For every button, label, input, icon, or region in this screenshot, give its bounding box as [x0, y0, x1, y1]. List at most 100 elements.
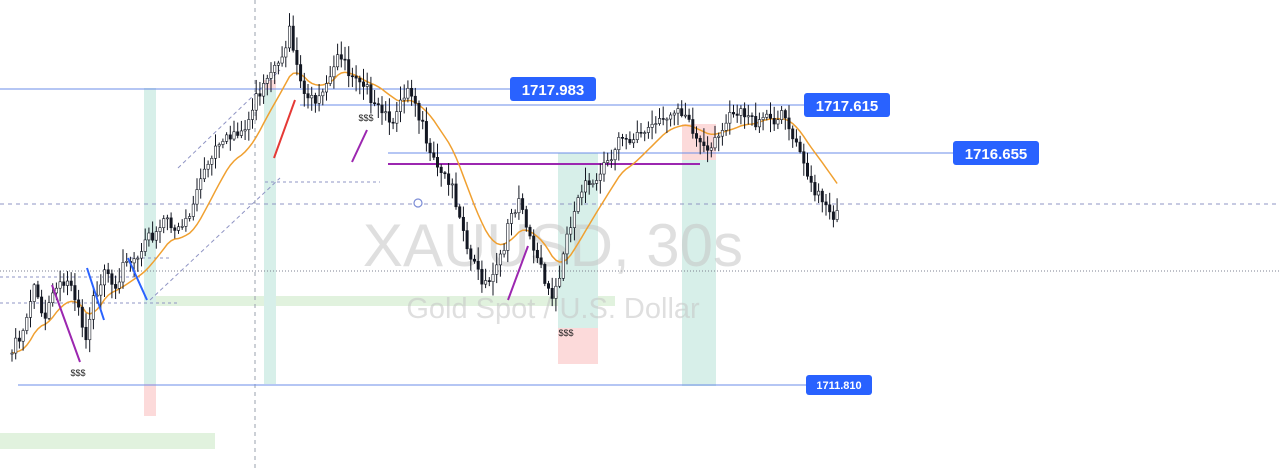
- candle-body: [25, 317, 29, 331]
- candle-body: [62, 281, 66, 286]
- candle-body: [417, 102, 421, 121]
- candle-body: [450, 183, 454, 186]
- candle-body: [606, 160, 610, 163]
- candle-body: [750, 115, 754, 117]
- candle-body: [472, 258, 476, 262]
- candle-body: [103, 269, 107, 286]
- candle-body: [706, 145, 710, 151]
- channel-line: [177, 69, 281, 169]
- candle-body: [583, 180, 587, 193]
- short-position-zone: [144, 384, 156, 416]
- candle-body: [435, 157, 439, 168]
- candle-body: [369, 84, 373, 104]
- candle-body: [106, 269, 110, 275]
- candle-body: [754, 116, 758, 128]
- candle-body: [395, 111, 399, 124]
- support-band: [150, 296, 615, 306]
- candle-body: [117, 281, 121, 289]
- candle-body: [384, 111, 388, 114]
- candle-body: [121, 262, 125, 283]
- candle-body: [491, 274, 495, 282]
- candle-body: [683, 114, 687, 117]
- bullish-swing-line: [86, 267, 105, 321]
- candle-body: [694, 133, 698, 139]
- candle-body: [465, 230, 469, 250]
- candle-body: [828, 204, 832, 213]
- candle-body: [458, 206, 462, 218]
- candle-body: [202, 168, 206, 180]
- candle-body: [88, 318, 92, 341]
- candle-body: [132, 258, 136, 264]
- candle-body: [728, 112, 732, 124]
- candle-body: [813, 182, 817, 196]
- candle-body: [54, 287, 58, 294]
- candle-body: [802, 151, 806, 164]
- candle-body: [731, 112, 735, 115]
- candle-body: [698, 137, 702, 143]
- candle-body: [143, 239, 147, 252]
- price-labels[interactable]: 1717.983 1717.615 1716.655 1711.810: [510, 77, 1039, 395]
- candle-body: [805, 162, 809, 177]
- candle-body: [628, 138, 632, 144]
- candle-body: [73, 285, 77, 301]
- candle-body: [336, 54, 340, 68]
- moving-average-line: [11, 71, 838, 354]
- candle-body: [680, 108, 684, 116]
- candle-body: [561, 253, 565, 279]
- short-position-zone: [558, 328, 598, 364]
- candle-body: [365, 84, 369, 87]
- candle-body: [521, 198, 525, 210]
- price-label[interactable]: 1716.655: [953, 141, 1039, 165]
- candle-body: [439, 166, 443, 173]
- candle-body: [173, 227, 177, 231]
- candle-body: [347, 59, 351, 77]
- candle-body: [580, 191, 584, 198]
- candle-body: [295, 50, 299, 65]
- candle-body: [746, 115, 750, 118]
- anchor-point: [413, 198, 423, 208]
- candle-body: [565, 233, 569, 255]
- candle-body: [313, 95, 317, 104]
- price-label-text: 1717.615: [816, 98, 879, 115]
- price-label[interactable]: 1717.983: [510, 77, 596, 101]
- candle-body: [768, 113, 772, 119]
- candle-body: [609, 159, 613, 162]
- candle-body: [195, 189, 199, 205]
- candle-body: [724, 122, 728, 131]
- candle-body: [620, 137, 624, 139]
- candle-body: [591, 183, 595, 185]
- candle-body: [602, 162, 606, 175]
- candle-body: [284, 47, 288, 58]
- channel-line: [149, 177, 281, 301]
- candle-body: [358, 77, 362, 83]
- candle-body: [328, 76, 332, 84]
- candle-body: [324, 83, 328, 93]
- candle-body: [513, 212, 517, 215]
- candle-body: [794, 138, 798, 143]
- candle-body: [398, 99, 402, 112]
- candle-body: [114, 284, 118, 289]
- candle-body: [99, 284, 103, 296]
- candle-body: [709, 147, 713, 151]
- long-position-zone: [264, 90, 276, 384]
- candle-body: [43, 312, 47, 319]
- candle-body: [373, 102, 377, 105]
- price-label-text: 1711.810: [816, 380, 861, 392]
- candle-body: [51, 292, 55, 303]
- candle-body: [798, 141, 802, 152]
- candle-body: [84, 326, 88, 341]
- candle-body: [687, 114, 691, 120]
- candle-body: [639, 132, 643, 134]
- price-label[interactable]: 1711.810: [806, 375, 872, 395]
- candle-body: [339, 54, 343, 60]
- candle-body: [532, 235, 536, 251]
- candle-body: [380, 104, 384, 114]
- candle-body: [820, 190, 824, 203]
- short-position-zone: [264, 80, 276, 90]
- price-label[interactable]: 1717.615: [804, 93, 890, 117]
- liquidity-marker: $$$: [358, 113, 373, 123]
- candlestick-series: [10, 13, 839, 362]
- candle-body: [554, 285, 558, 299]
